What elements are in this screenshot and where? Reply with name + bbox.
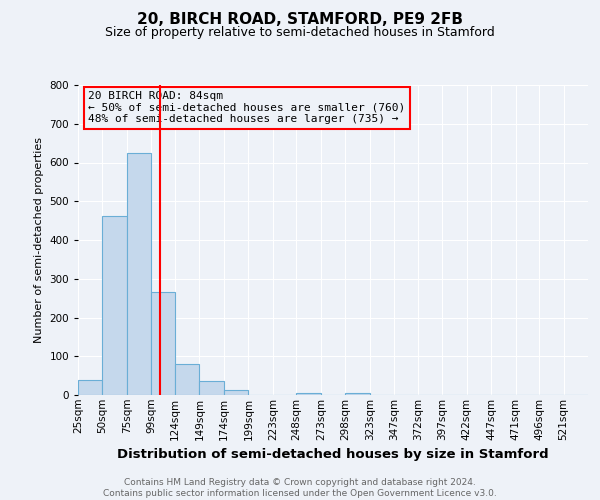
Bar: [199, 382, 224, 395]
Bar: [78, 380, 103, 395]
Bar: [151, 292, 175, 395]
Text: 20, BIRCH ROAD, STAMFORD, PE9 2FB: 20, BIRCH ROAD, STAMFORD, PE9 2FB: [137, 12, 463, 28]
Y-axis label: Number of semi-detached properties: Number of semi-detached properties: [34, 137, 44, 343]
Text: 20 BIRCH ROAD: 84sqm
← 50% of semi-detached houses are smaller (760)
48% of semi: 20 BIRCH ROAD: 84sqm ← 50% of semi-detac…: [88, 91, 406, 124]
Bar: [103, 216, 127, 395]
Bar: [345, 394, 370, 395]
Text: Size of property relative to semi-detached houses in Stamford: Size of property relative to semi-detach…: [105, 26, 495, 39]
Bar: [224, 390, 248, 395]
Bar: [127, 153, 151, 395]
Text: Contains HM Land Registry data © Crown copyright and database right 2024.
Contai: Contains HM Land Registry data © Crown c…: [103, 478, 497, 498]
X-axis label: Distribution of semi-detached houses by size in Stamford: Distribution of semi-detached houses by …: [117, 448, 549, 461]
Bar: [296, 393, 321, 395]
Bar: [175, 364, 199, 395]
